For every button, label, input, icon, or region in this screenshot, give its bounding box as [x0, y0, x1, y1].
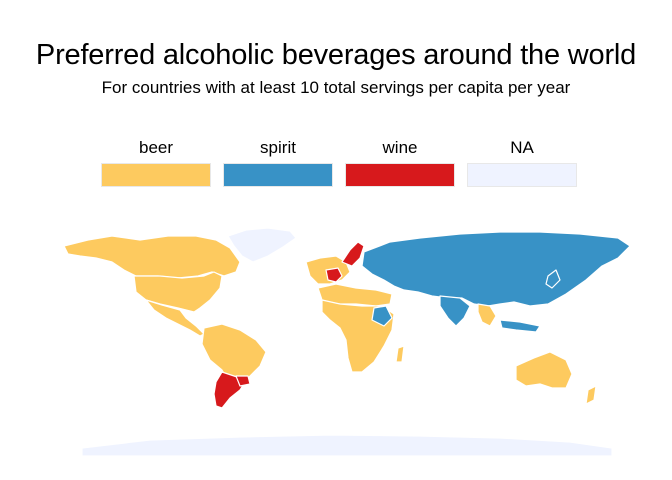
antarctica-region — [81, 434, 613, 457]
map-subtitle: For countries with at least 10 total ser… — [101, 78, 571, 97]
greenland-region — [227, 227, 297, 263]
legend-swatch-wine — [345, 163, 455, 187]
legend-item-na: NA — [466, 137, 578, 191]
arabia-region — [371, 305, 393, 327]
mexico-central-america-region — [145, 299, 205, 337]
australia-region — [515, 351, 573, 389]
legend-label-spirit: spirit — [260, 138, 296, 157]
france-region — [325, 267, 343, 283]
legend-swatch-na — [467, 163, 577, 187]
new-zealand-region — [585, 385, 597, 405]
usa-region — [133, 271, 223, 313]
legend-label-beer: beer — [138, 138, 174, 157]
japan-region — [545, 269, 561, 289]
india-region — [439, 295, 471, 327]
legend-label-na: NA — [510, 138, 534, 157]
legend-item-wine: wine — [344, 137, 456, 191]
legend-label-wine: wine — [382, 138, 418, 157]
scandinavia-region — [341, 241, 365, 267]
legend: beer spirit wine NA — [100, 137, 584, 191]
legend-item-beer: beer — [100, 137, 212, 191]
map-title: Preferred alcoholic beverages around the… — [35, 39, 637, 71]
southeast-asia-region — [477, 303, 497, 327]
russia-asia-region — [361, 231, 631, 307]
world-map — [63, 227, 631, 457]
legend-swatch-spirit — [223, 163, 333, 187]
south-america-region — [201, 323, 267, 381]
legend-item-spirit: spirit — [222, 137, 334, 191]
uruguay-region — [235, 375, 251, 387]
madagascar-region — [395, 345, 405, 363]
legend-swatch-beer — [101, 163, 211, 187]
indonesia-region — [499, 319, 541, 333]
